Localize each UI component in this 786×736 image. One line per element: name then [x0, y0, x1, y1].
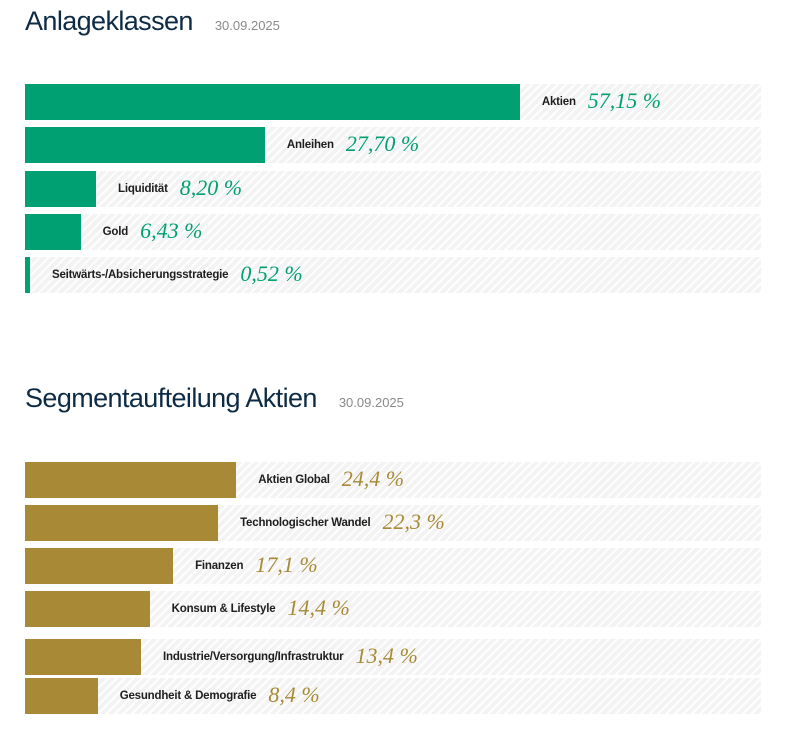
- segment-name: Konsum & Lifestyle: [171, 603, 276, 615]
- asset-class-value: 0,52 %: [240, 261, 303, 286]
- asset-class-row: Anleihen 27,70 %: [25, 127, 761, 163]
- segment-value: 24,4 %: [341, 466, 405, 491]
- segment-label-group: Technologischer Wandel 22,3 %: [240, 505, 445, 541]
- segment-name: Finanzen: [195, 560, 244, 572]
- segment-name: Gesundheit & Demografie: [119, 690, 257, 702]
- segment-row: Gesundheit & Demografie 8,4 %: [25, 678, 761, 714]
- segment-row: Aktien Global 24,4 %: [25, 462, 761, 498]
- asset-class-row: Liquidität 8,20 %: [25, 171, 761, 207]
- segment-bar: [25, 462, 237, 498]
- segment-bar: [25, 505, 219, 541]
- segment-label-group: Aktien Global 24,4 %: [258, 462, 404, 498]
- asset-classes-header: Anlageklassen 30.09.2025: [25, 6, 280, 37]
- asset-class-name: Gold: [102, 226, 129, 238]
- equity-segments-date: 30.09.2025: [338, 395, 404, 410]
- segment-value: 8,4 %: [268, 682, 320, 707]
- asset-class-bar: [25, 214, 81, 250]
- asset-classes-date: 30.09.2025: [214, 18, 280, 33]
- segment-value: 13,4 %: [355, 643, 418, 668]
- segment-value: 22,3 %: [382, 509, 445, 534]
- segment-label-group: Konsum & Lifestyle 14,4 %: [172, 591, 350, 627]
- asset-class-name: Aktien: [541, 96, 576, 108]
- asset-class-value: 27,70 %: [345, 131, 420, 156]
- segment-bar: [25, 678, 98, 714]
- segment-row: Finanzen 17,1 %: [25, 548, 761, 584]
- asset-class-label-group: Gold 6,43 %: [103, 214, 203, 250]
- asset-class-bar: [25, 127, 265, 163]
- segment-row: Konsum & Lifestyle 14,4 %: [25, 591, 761, 627]
- asset-class-name: Anleihen: [286, 139, 334, 151]
- equity-segments-title: Segmentaufteilung Aktien: [25, 383, 317, 413]
- segment-label-group: Finanzen 17,1 %: [195, 548, 318, 584]
- asset-class-value: 8,20 %: [179, 175, 243, 200]
- segment-name: Aktien Global: [258, 474, 330, 486]
- asset-class-value: 6,43 %: [140, 218, 203, 243]
- asset-class-name: Seitwärts-/Absicherungsstrategie: [52, 269, 229, 281]
- asset-class-row: Seitwärts-/Absicherungsstrategie 0,52 %: [25, 257, 761, 293]
- segment-label-group: Industrie/Versorgung/Infrastruktur 13,4 %: [163, 639, 418, 675]
- segment-bar: [25, 591, 150, 627]
- asset-class-bar: [25, 84, 520, 120]
- segment-row: Technologischer Wandel 22,3 %: [25, 505, 761, 541]
- segment-value: 17,1 %: [255, 552, 318, 577]
- asset-class-label-group: Anleihen 27,70 %: [287, 127, 419, 163]
- asset-class-label-group: Liquidität 8,20 %: [118, 171, 242, 207]
- segment-bar: [25, 548, 174, 584]
- segment-row: Industrie/Versorgung/Infrastruktur 13,4 %: [25, 639, 761, 675]
- asset-class-label-group: Seitwärts-/Absicherungsstrategie 0,52 %: [52, 257, 303, 293]
- segment-name: Industrie/Versorgung/Infrastruktur: [163, 651, 344, 663]
- asset-class-label-group: Aktien 57,15 %: [542, 84, 661, 120]
- asset-class-bar: [25, 257, 30, 293]
- segment-bar: [25, 639, 142, 675]
- asset-classes-title: Anlageklassen: [25, 6, 193, 36]
- segment-name: Technologischer Wandel: [240, 517, 371, 529]
- asset-class-bar: [25, 171, 96, 207]
- asset-class-value: 57,15 %: [587, 88, 662, 113]
- equity-segments-header: Segmentaufteilung Aktien 30.09.2025: [25, 383, 404, 414]
- asset-class-row: Aktien 57,15 %: [25, 84, 761, 120]
- segment-label-group: Gesundheit & Demografie 8,4 %: [120, 678, 320, 714]
- segment-value: 14,4 %: [287, 595, 350, 620]
- asset-class-name: Liquidität: [118, 183, 168, 195]
- asset-class-row: Gold 6,43 %: [25, 214, 761, 250]
